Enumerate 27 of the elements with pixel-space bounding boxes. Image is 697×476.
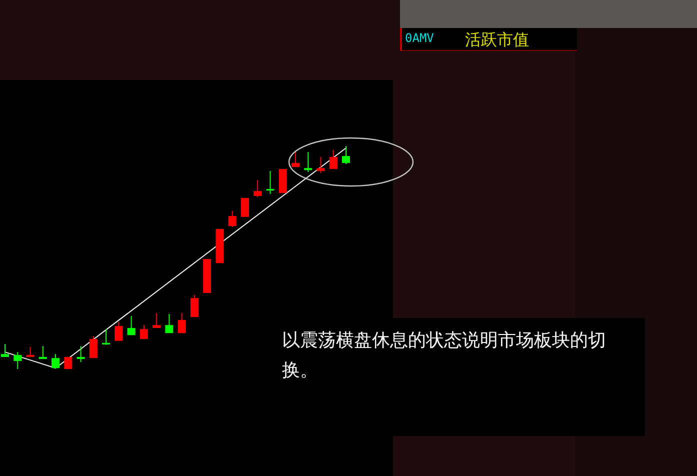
- candlestick: [102, 328, 110, 346]
- text: 0AMV: [405, 31, 434, 45]
- candlestick: [329, 150, 338, 170]
- candlestick: [26, 346, 34, 358]
- candlestick: [240, 197, 249, 218]
- candlestick: [127, 315, 136, 336]
- text: 活跃市值: [465, 30, 529, 51]
- candlestick: [291, 150, 300, 168]
- candlestick: [89, 335, 98, 359]
- candlestick: [38, 346, 47, 360]
- candlestick: [316, 156, 325, 174]
- candlestick: [254, 179, 262, 198]
- candlestick: [1, 344, 9, 358]
- candlestick: [114, 321, 123, 342]
- candlestick: [140, 324, 148, 340]
- candlestick: [152, 312, 161, 328]
- candlestick: [165, 313, 174, 334]
- candlestick: [266, 170, 274, 194]
- candlestick: [342, 146, 350, 165]
- candlestick: [228, 210, 236, 228]
- candlestick: [14, 352, 22, 370]
- candlestick: [76, 346, 85, 363]
- candlestick: [190, 294, 198, 318]
- candlestick: [52, 354, 60, 369]
- annotation: 以震荡横盘休息的状态说明市场板块的切换。: [270, 318, 645, 436]
- candlestick: [178, 312, 186, 334]
- candlestick: [304, 152, 312, 173]
